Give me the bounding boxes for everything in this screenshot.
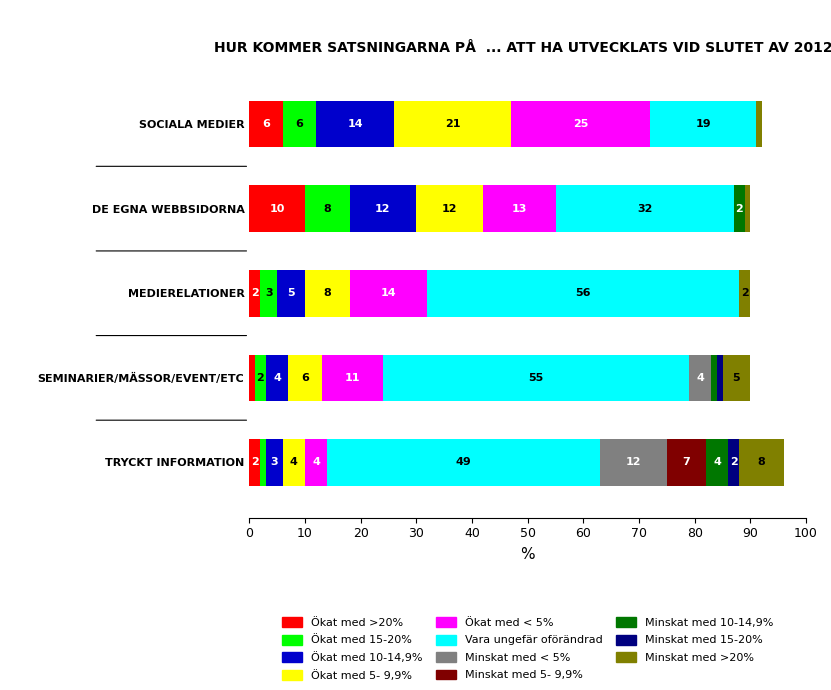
Bar xyxy=(717,355,722,401)
Bar xyxy=(740,270,750,317)
Text: 10: 10 xyxy=(269,204,285,214)
Bar xyxy=(283,440,305,486)
Text: 8: 8 xyxy=(323,204,331,214)
Bar xyxy=(249,440,260,486)
Bar xyxy=(327,440,600,486)
Text: 2: 2 xyxy=(251,457,258,468)
Bar xyxy=(511,101,650,147)
Bar xyxy=(383,355,689,401)
Bar xyxy=(689,355,711,401)
Text: 6: 6 xyxy=(301,373,309,383)
Text: 13: 13 xyxy=(512,204,527,214)
Bar xyxy=(350,186,416,232)
Bar xyxy=(394,101,511,147)
Bar xyxy=(316,101,394,147)
Text: 4: 4 xyxy=(273,373,281,383)
Text: 4: 4 xyxy=(713,457,721,468)
Text: 12: 12 xyxy=(442,204,458,214)
Bar xyxy=(350,270,427,317)
Text: 49: 49 xyxy=(455,457,471,468)
Bar xyxy=(288,355,322,401)
Text: 56: 56 xyxy=(576,288,591,298)
Bar xyxy=(305,186,350,232)
Text: 25: 25 xyxy=(573,119,588,129)
Text: 4: 4 xyxy=(312,457,320,468)
Text: 8: 8 xyxy=(323,288,331,298)
Text: 7: 7 xyxy=(682,457,691,468)
Text: 5: 5 xyxy=(733,373,740,383)
Text: 2: 2 xyxy=(735,204,743,214)
Text: 12: 12 xyxy=(626,457,642,468)
Title: HUR KOMMER SATSNINGARNA PÅ  ... ATT HA UTVECKLATS VID SLUTET AV 2012?: HUR KOMMER SATSNINGARNA PÅ ... ATT HA UT… xyxy=(214,41,831,55)
Text: 3: 3 xyxy=(271,457,278,468)
Bar xyxy=(260,440,266,486)
Bar xyxy=(756,101,761,147)
Text: 4: 4 xyxy=(696,373,704,383)
Text: 32: 32 xyxy=(637,204,652,214)
Text: 6: 6 xyxy=(296,119,303,129)
Text: 21: 21 xyxy=(445,119,460,129)
Bar xyxy=(711,355,717,401)
Text: 12: 12 xyxy=(375,204,391,214)
Bar xyxy=(322,355,383,401)
Bar xyxy=(305,270,350,317)
Text: 3: 3 xyxy=(265,288,273,298)
X-axis label: %: % xyxy=(520,547,535,562)
Text: 6: 6 xyxy=(262,119,270,129)
Bar xyxy=(266,440,283,486)
Bar xyxy=(650,101,756,147)
Text: 2: 2 xyxy=(730,457,738,468)
Bar xyxy=(600,440,667,486)
Bar xyxy=(483,186,556,232)
Bar xyxy=(728,440,740,486)
Bar xyxy=(249,186,305,232)
Bar xyxy=(706,440,728,486)
Bar xyxy=(745,186,750,232)
Bar xyxy=(260,270,277,317)
Bar xyxy=(667,440,706,486)
Legend: Ökat med >20%, Ökat med 15-20%, Ökat med 10-14,9%, Ökat med 5- 9,9%, Ökat med < : Ökat med >20%, Ökat med 15-20%, Ökat med… xyxy=(278,613,778,685)
Text: 8: 8 xyxy=(758,457,765,468)
Text: 19: 19 xyxy=(696,119,711,129)
Text: 5: 5 xyxy=(288,288,295,298)
Bar xyxy=(277,270,305,317)
Bar xyxy=(416,186,483,232)
Bar xyxy=(556,186,734,232)
Bar xyxy=(255,355,266,401)
Text: 14: 14 xyxy=(381,288,396,298)
Bar xyxy=(734,186,745,232)
Text: 2: 2 xyxy=(741,288,749,298)
Bar xyxy=(427,270,740,317)
Text: 11: 11 xyxy=(345,373,360,383)
Text: 14: 14 xyxy=(347,119,363,129)
Bar xyxy=(740,440,784,486)
Bar xyxy=(305,440,327,486)
Bar xyxy=(249,355,255,401)
Bar xyxy=(266,355,288,401)
Text: 2: 2 xyxy=(257,373,264,383)
Text: 2: 2 xyxy=(251,288,258,298)
Text: 55: 55 xyxy=(529,373,543,383)
Bar xyxy=(249,270,260,317)
Bar xyxy=(722,355,750,401)
Text: 4: 4 xyxy=(290,457,297,468)
Bar xyxy=(249,101,283,147)
Bar xyxy=(283,101,316,147)
